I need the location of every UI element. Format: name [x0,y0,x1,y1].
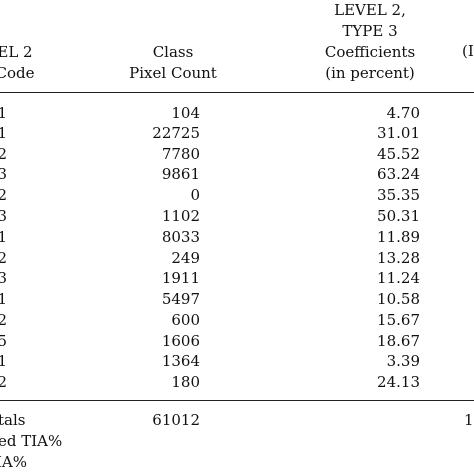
class-code-cell: 91 [0,352,8,370]
col-pixel-count-header-line1: Class [152,43,194,61]
class-code-cell: 41 [0,228,8,246]
coefficient-cell: 4.70 [386,104,420,122]
totals-label: tals [0,411,26,429]
totals-pixel-count: 61012 [152,411,200,429]
coefficient-cell: 10.58 [377,290,420,308]
pixel-count-cell: 22725 [152,124,200,142]
coefficient-cell: 63.24 [377,165,420,183]
coefficient-cell: 13.28 [377,249,420,267]
pixel-count-cell: 1364 [161,352,200,370]
coefficient-cell: 3.39 [386,352,420,370]
col-code-header-line2: Code [0,64,35,82]
class-code-cell: 21 [0,124,8,142]
coefficient-cell: 11.24 [377,269,420,287]
col-code-header-line1: EL 2 [0,43,33,61]
pixel-count-cell: 1606 [161,332,200,350]
class-code-cell: 11 [0,104,8,122]
header-rule [0,92,474,93]
class-code-cell: 92 [0,373,8,391]
coefficient-cell: 11.89 [377,228,420,246]
class-code-cell: 61 [0,290,8,308]
footer-line-2: IA% [0,453,28,471]
class-code-cell: 62 [0,311,8,329]
class-code-cell: 22 [0,145,8,163]
col-coef-header-line4: (in percent) [325,64,415,82]
pixel-count-cell: 249 [171,249,200,267]
footer-line-1: ed TIA% [0,432,63,450]
class-code-cell: 32 [0,186,8,204]
pixel-count-cell: 0 [190,186,200,204]
pixel-count-cell: 9861 [161,165,200,183]
class-code-cell: 65 [0,332,8,350]
totals-rule [0,400,474,401]
col-coef-header-line3: Coefficients [324,43,416,61]
pixel-count-cell: 7780 [161,145,200,163]
pixel-count-cell: 8033 [161,228,200,246]
pixel-count-cell: 1102 [161,207,200,225]
class-code-cell: 43 [0,269,8,287]
pixel-count-cell: 104 [171,104,200,122]
coefficient-cell: 50.31 [377,207,420,225]
col-coef-header-line1: LEVEL 2, [334,1,406,19]
coefficient-cell: 15.67 [377,311,420,329]
coefficient-cell: 45.52 [377,145,420,163]
coefficient-cell: 18.67 [377,332,420,350]
coefficient-cell: 24.13 [377,373,420,391]
col4-header-fragment: (I [462,42,474,60]
coefficient-cell: 31.01 [377,124,420,142]
col-pixel-count-header-line2: Pixel Count [129,64,217,82]
pixel-count-cell: 1911 [161,269,200,287]
pixel-count-cell: 600 [171,311,200,329]
pixel-count-cell: 5497 [161,290,200,308]
totals-col4-fragment: 1 [464,411,474,429]
coefficient-cell: 35.35 [377,186,420,204]
col-coef-header-line2: TYPE 3 [342,22,398,40]
pixel-count-cell: 180 [171,373,200,391]
class-code-cell: 42 [0,249,8,267]
class-code-cell: 23 [0,165,8,183]
class-code-cell: 33 [0,207,8,225]
